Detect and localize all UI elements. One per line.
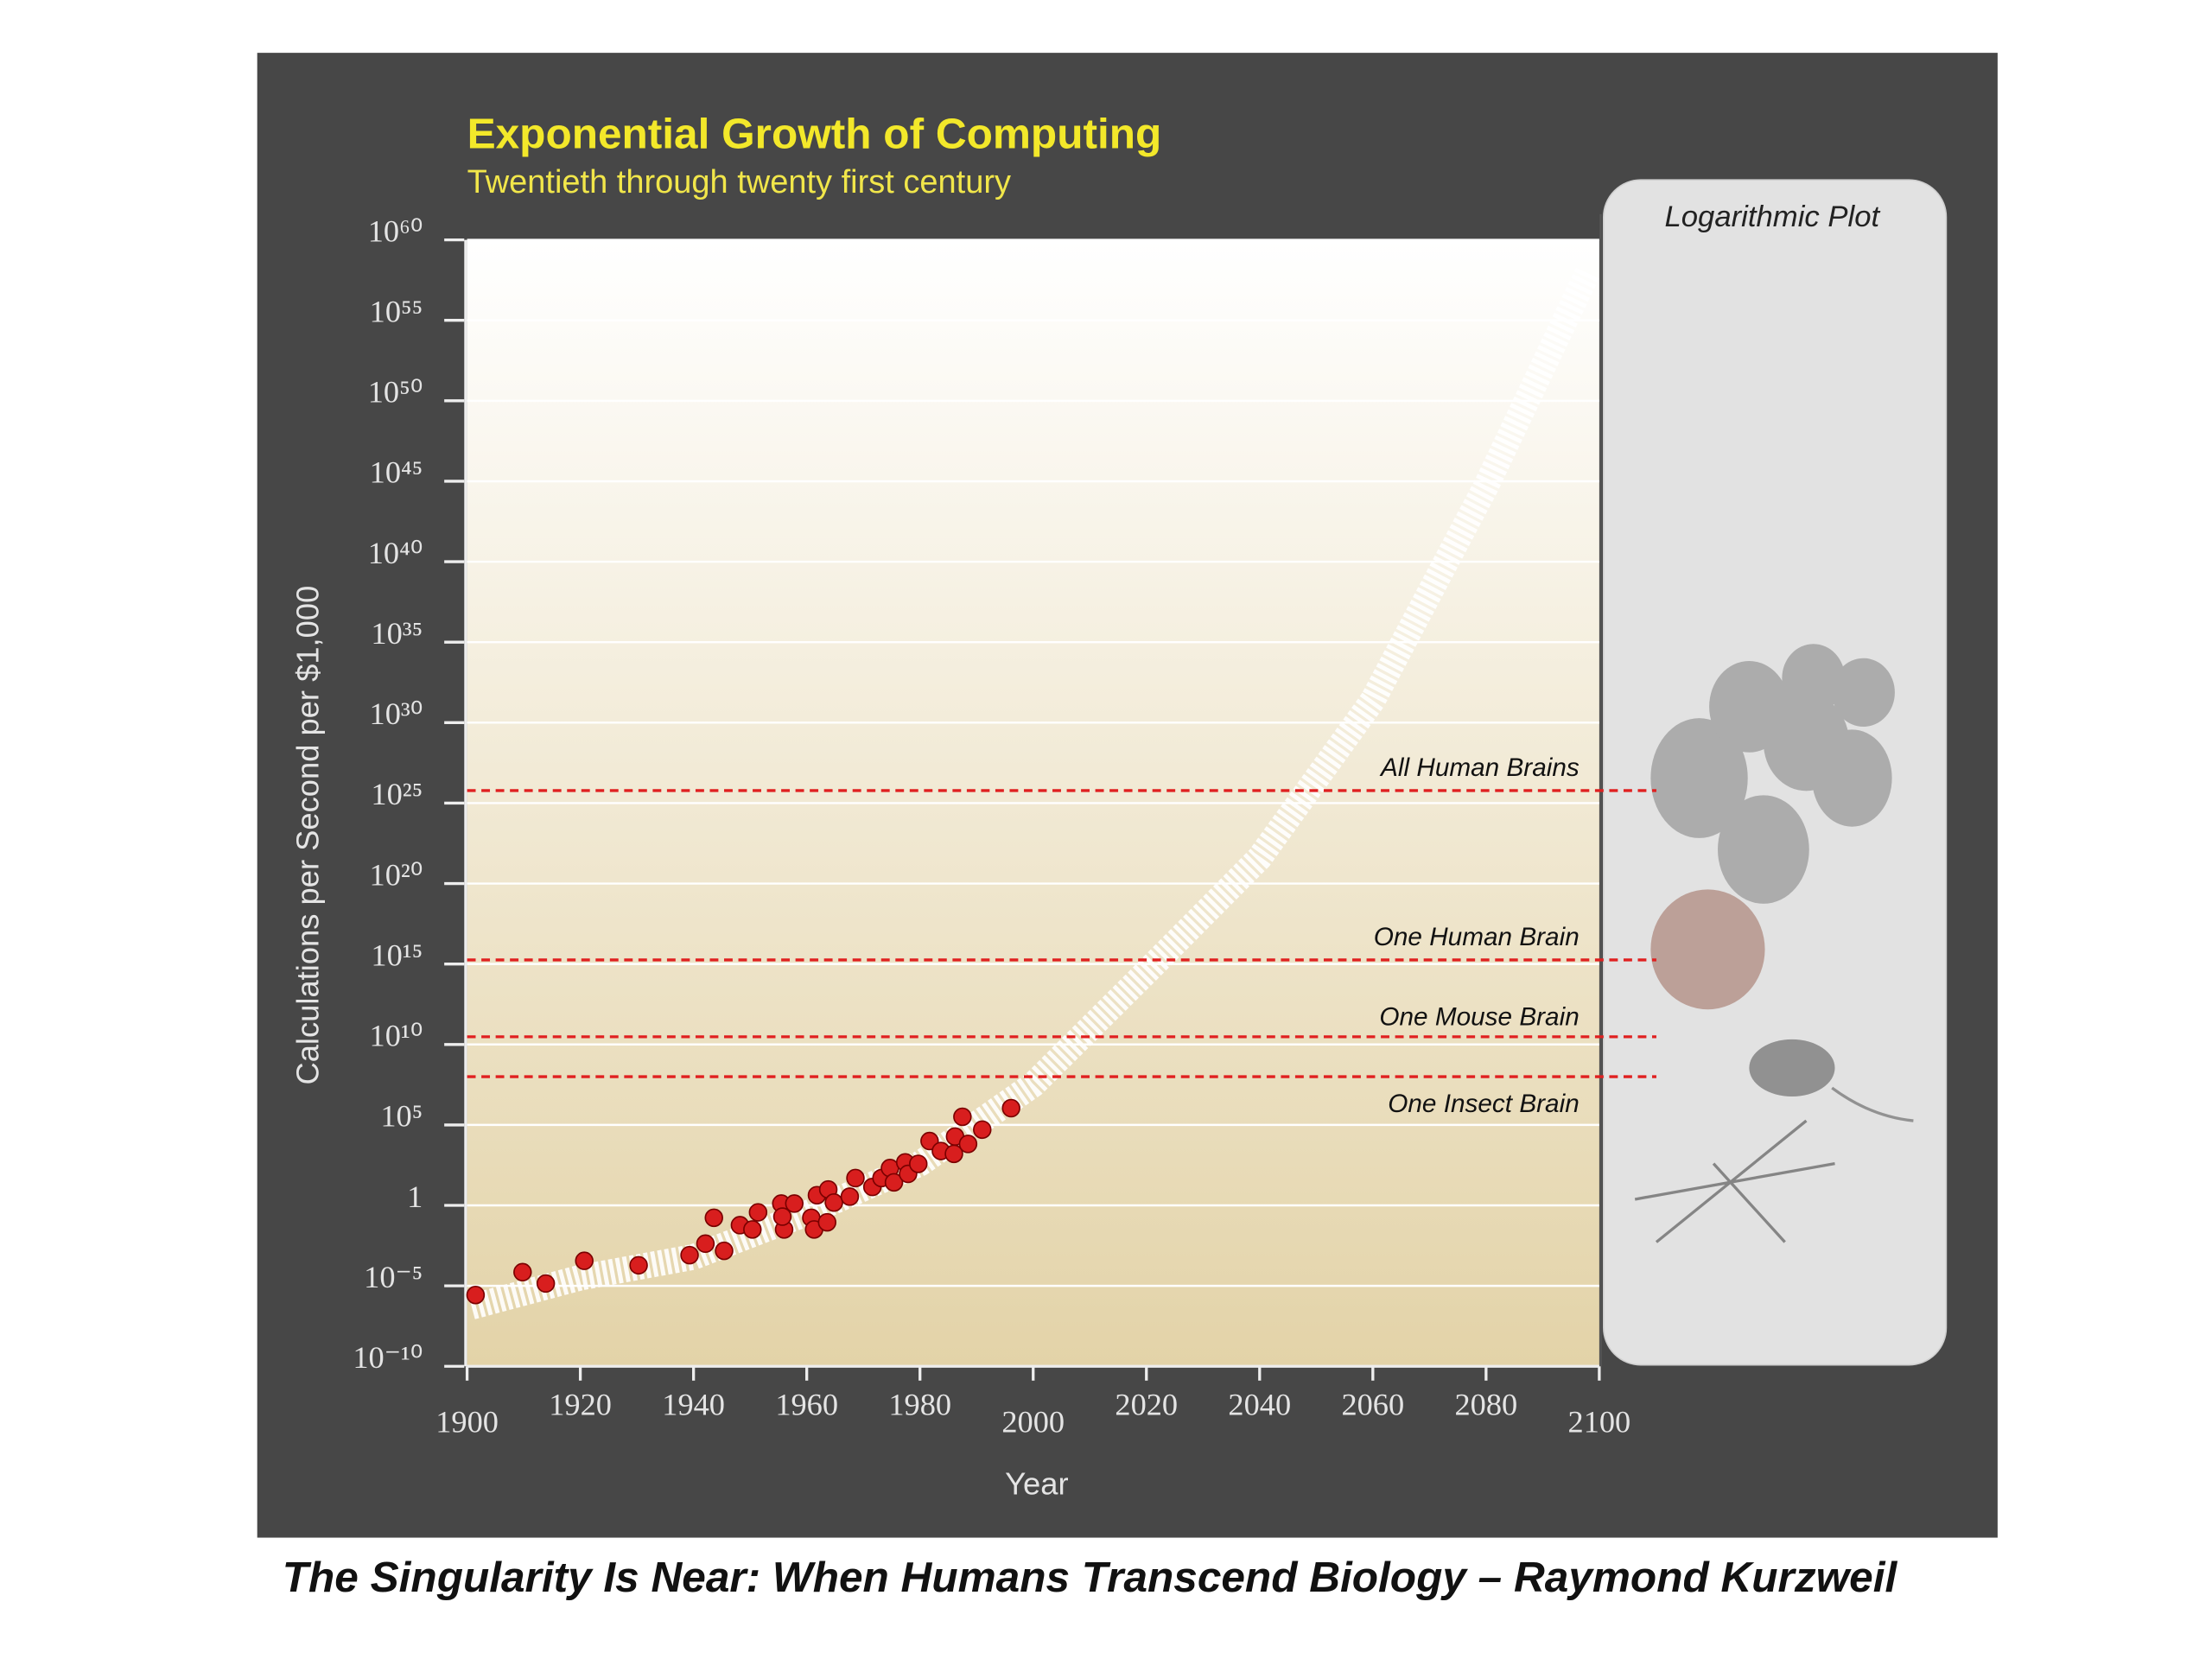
caption: The Singularity Is Near: When Humans Tra… — [283, 1553, 1898, 1601]
x-tick-label: 1920 — [549, 1388, 612, 1422]
reference-label: One Human Brain — [1374, 923, 1580, 951]
data-point — [629, 1255, 648, 1275]
chart-title: Exponential Growth of Computing — [467, 110, 1162, 158]
illustrations — [1634, 644, 1914, 1243]
x-tick-label: 1960 — [775, 1388, 838, 1422]
data-point — [513, 1262, 532, 1282]
data-point — [704, 1208, 723, 1228]
data-point — [575, 1251, 594, 1270]
head-icon — [1832, 658, 1895, 728]
y-tick-label: 10⁶⁰ — [368, 213, 423, 248]
y-tick-label: 10⁴⁰ — [368, 536, 423, 570]
data-point — [696, 1234, 715, 1254]
dragonfly-icon — [1634, 1119, 1835, 1243]
y-tick-label: 10⁻¹⁰ — [353, 1340, 423, 1375]
x-tick-label: 2000 — [1001, 1404, 1065, 1439]
x-tick-label: 2020 — [1115, 1388, 1178, 1422]
y-axis-label: Calculations per Second per $1,000 — [289, 586, 325, 1085]
data-point — [772, 1207, 792, 1226]
data-point — [680, 1245, 699, 1265]
head-icon — [1812, 729, 1892, 827]
data-point — [748, 1203, 768, 1222]
y-tick-label: 10⁵ — [380, 1099, 423, 1134]
reference-label: One Insect Brain — [1388, 1090, 1579, 1118]
data-point — [743, 1220, 762, 1239]
x-tick-label: 2060 — [1341, 1388, 1404, 1422]
data-point — [715, 1241, 734, 1261]
x-tick-label: 1940 — [662, 1388, 725, 1422]
brain-head-icon — [1650, 889, 1765, 1010]
panel-label: Logarithmic Plot — [1664, 200, 1880, 233]
data-point — [884, 1173, 904, 1192]
mouse-icon — [1749, 1039, 1835, 1096]
x-tick-label: 1900 — [435, 1404, 499, 1439]
x-tick-label: 2040 — [1228, 1388, 1291, 1422]
x-axis-label: Year — [1005, 1466, 1068, 1502]
reference-label: One Mouse Brain — [1379, 1002, 1579, 1031]
data-point — [958, 1135, 978, 1154]
data-point — [908, 1154, 928, 1173]
data-point — [840, 1187, 860, 1206]
data-point — [973, 1120, 992, 1140]
y-tick-label: 10²⁵ — [371, 777, 423, 811]
x-tick-label: 1980 — [888, 1388, 951, 1422]
y-tick-label: 10⁵⁰ — [368, 375, 423, 410]
data-point — [1001, 1098, 1020, 1118]
data-point — [824, 1193, 843, 1212]
y-tick-label: 10⁵⁵ — [370, 294, 423, 328]
y-tick-label: 10¹⁰ — [370, 1019, 423, 1053]
x-tick-label: 2080 — [1455, 1388, 1518, 1422]
data-point — [466, 1286, 486, 1305]
trend-band — [468, 266, 1600, 1319]
y-tick-label: 10⁴⁵ — [370, 455, 423, 490]
data-point — [536, 1274, 556, 1294]
data-point — [846, 1168, 865, 1188]
y-tick-label: 10³⁰ — [370, 696, 423, 731]
y-tick-label: 10²⁰ — [370, 857, 423, 892]
reference-label: All Human Brains — [1379, 753, 1580, 782]
y-tick-label: 10⁻⁵ — [364, 1260, 423, 1294]
y-tick-label: 10³⁵ — [371, 616, 423, 651]
y-tick-label: 10¹⁵ — [371, 938, 423, 972]
head-icon — [1650, 718, 1748, 838]
x-tick-label: 2100 — [1568, 1404, 1631, 1439]
data-point — [785, 1194, 804, 1213]
data-point — [953, 1107, 972, 1127]
mouse-tail — [1831, 1086, 1914, 1122]
data-point — [817, 1212, 836, 1232]
head-icon — [1782, 644, 1846, 713]
y-tick-label: 1 — [407, 1179, 423, 1214]
head-icon — [1718, 795, 1809, 904]
chart-subtitle: Twentieth through twenty first century — [467, 164, 1011, 200]
